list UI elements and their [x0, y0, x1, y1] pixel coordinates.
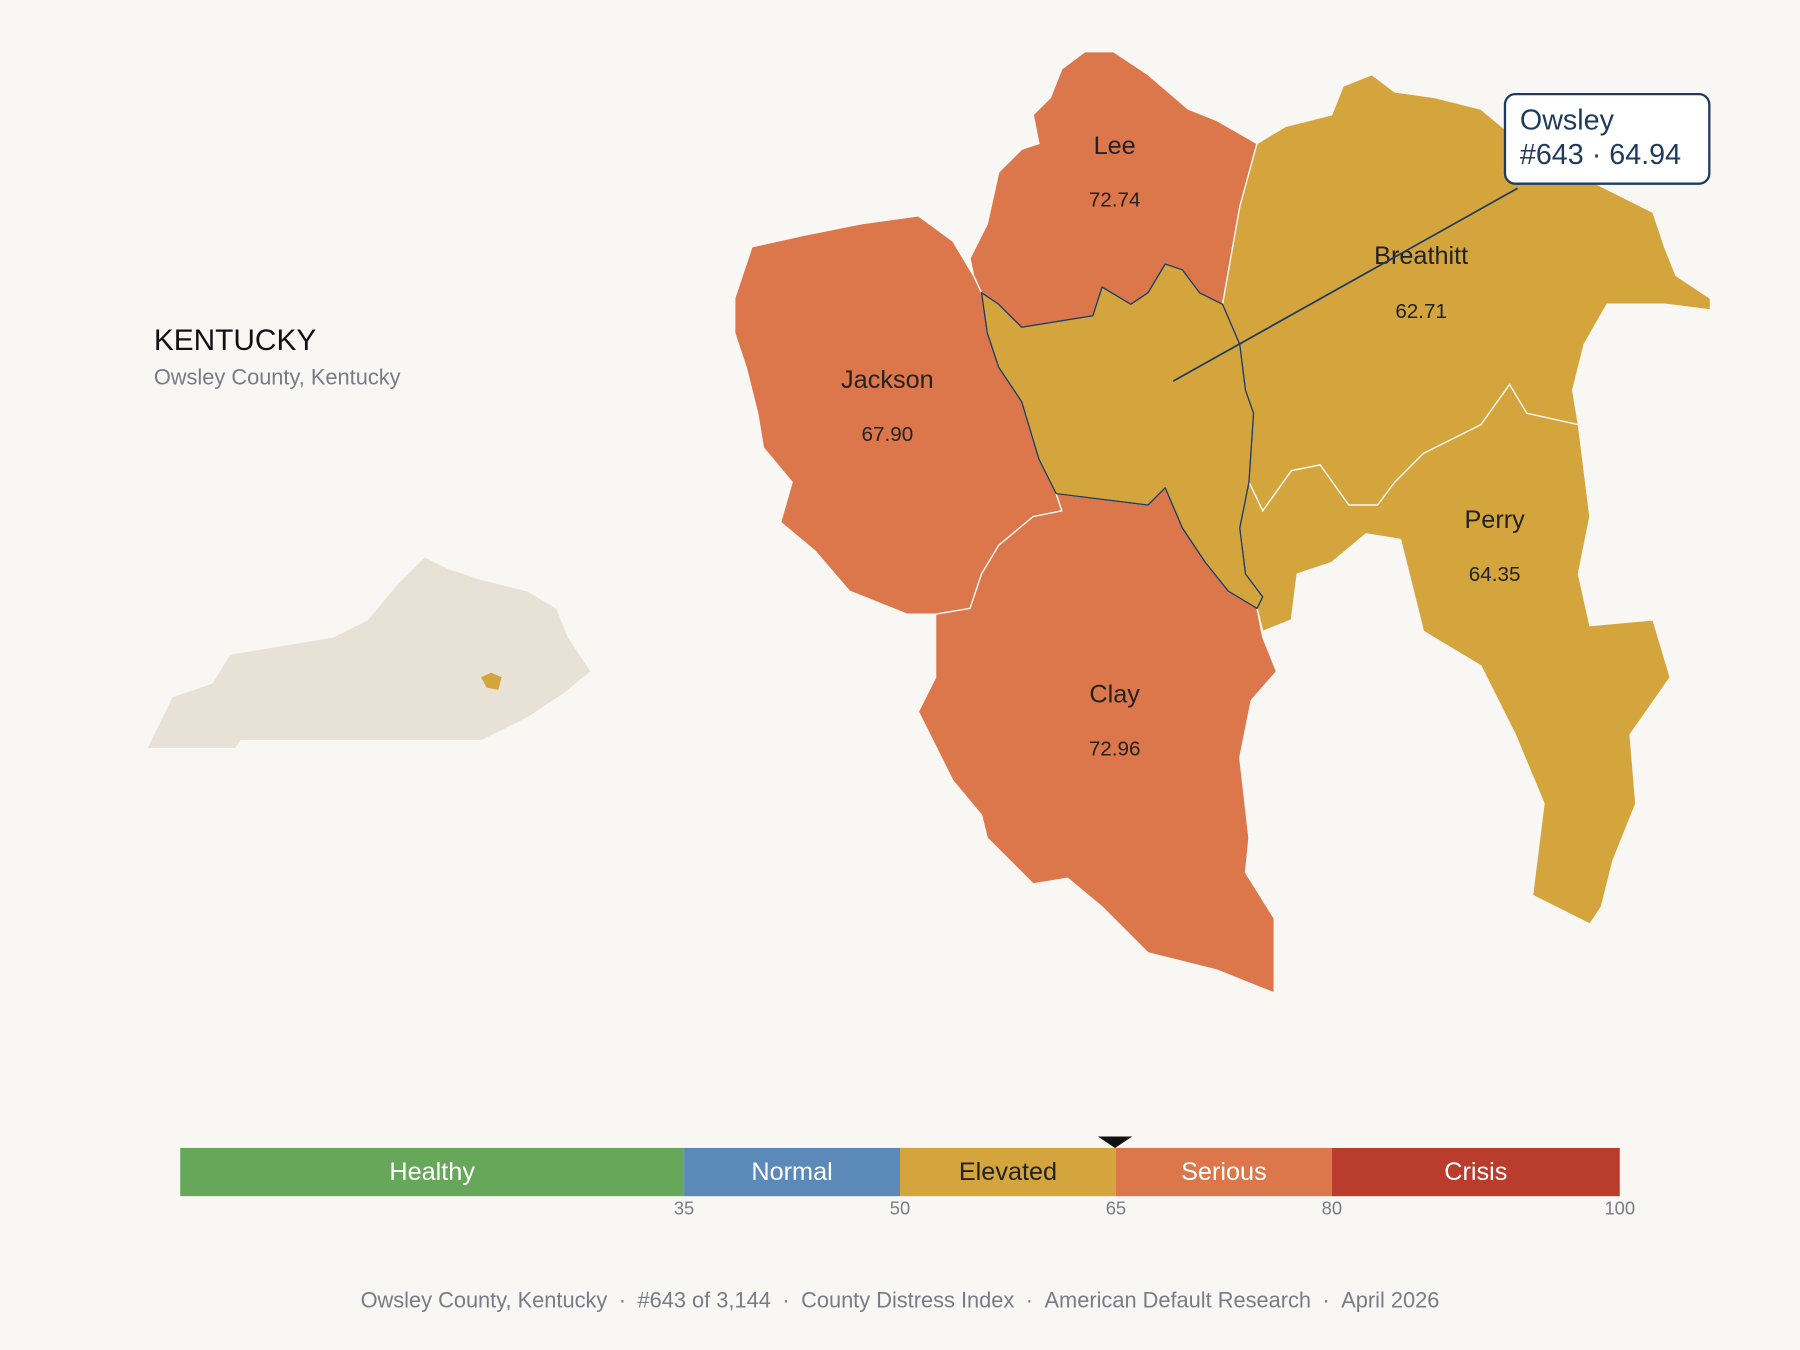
county-value: 62.71 — [1395, 300, 1447, 323]
footer-separator: · — [1323, 1288, 1330, 1313]
legend-band-label: Crisis — [1444, 1158, 1507, 1186]
legend-band — [180, 1147, 685, 1197]
county-value: 72.96 — [1089, 737, 1141, 760]
tooltip-title: Owsley — [1520, 105, 1615, 137]
state-subtitle: Owsley County, Kentucky — [154, 365, 401, 390]
footer-separator: · — [782, 1288, 789, 1313]
state-inset — [146, 556, 592, 750]
legend-band-label: Normal — [751, 1158, 832, 1186]
state-title: KENTUCKY — [154, 324, 317, 357]
legend: Healthy Normal Elevated Serious Crisis 35 50 65… — [180, 1136, 1635, 1219]
legend-tick-label: 80 — [1322, 1198, 1342, 1219]
county-value: 64.35 — [1469, 563, 1521, 586]
legend-marker — [1097, 1136, 1133, 1148]
footer-item: County Distress Index — [801, 1288, 1014, 1313]
tooltip-value: 64.94 — [1609, 139, 1681, 171]
selected-county[interactable] — [980, 263, 1264, 610]
legend-band — [1115, 1147, 1332, 1197]
inset-highlight — [480, 672, 502, 690]
footer-separator: · — [619, 1288, 626, 1313]
county-name: Jackson — [841, 366, 934, 394]
footer-separator: · — [1026, 1288, 1033, 1313]
legend-band — [684, 1147, 900, 1197]
tooltip-detail: #643 · 64.94 — [1520, 139, 1681, 171]
county-name: Clay — [1089, 681, 1140, 709]
tooltip-rank: #643 — [1520, 139, 1584, 171]
county-name: Perry — [1464, 506, 1525, 534]
legend-band-label: Serious — [1181, 1158, 1267, 1186]
legend-band — [900, 1147, 1116, 1197]
tooltip-leader — [1172, 187, 1519, 382]
footer-item: April 2026 — [1341, 1288, 1439, 1313]
tooltip-separator: · — [1592, 139, 1602, 171]
legend-tick-label: 50 — [890, 1198, 910, 1219]
footer: Owsley County, Kentucky · #643 of 3,144 · Co… — [361, 1288, 1440, 1313]
footer-item: American Default Research — [1045, 1288, 1312, 1313]
footer-item: #643 of 3,144 — [638, 1288, 771, 1313]
county-value: 67.90 — [862, 423, 914, 446]
county[interactable] — [917, 486, 1278, 995]
tooltip-box — [1503, 92, 1711, 185]
legend-band — [1331, 1147, 1620, 1197]
county-name: Breathitt — [1374, 242, 1468, 270]
footer-item: Owsley County, Kentucky — [361, 1288, 608, 1313]
legend-tick-label: 35 — [674, 1198, 694, 1219]
county[interactable] — [1239, 383, 1672, 925]
county-value: 72.74 — [1089, 189, 1141, 212]
county-name: Lee — [1094, 132, 1136, 160]
legend-band-label: Elevated — [959, 1158, 1057, 1186]
legend-band-label: Healthy — [389, 1158, 475, 1186]
legend-tick-label: 100 — [1604, 1198, 1635, 1219]
legend-tick-label: 65 — [1106, 1198, 1126, 1219]
